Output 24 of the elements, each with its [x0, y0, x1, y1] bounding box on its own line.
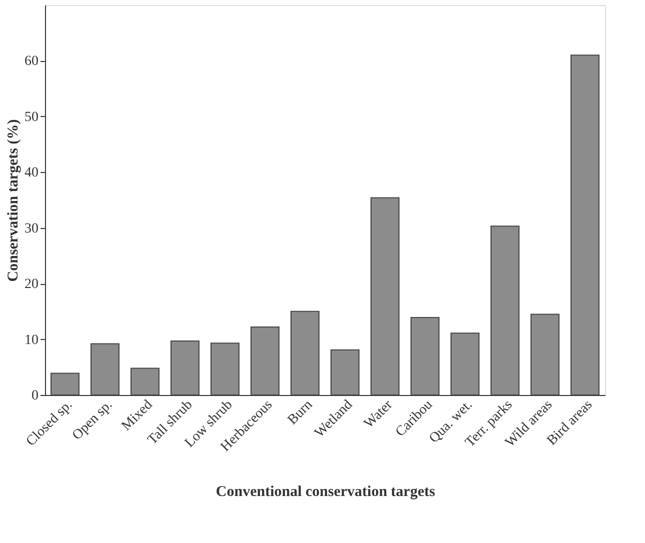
y-tick-label: 40 [24, 166, 38, 181]
bar [450, 332, 480, 396]
bar [530, 314, 560, 396]
bar [250, 326, 280, 396]
y-tick-label: 50 [24, 110, 38, 125]
bar [130, 368, 160, 396]
y-tick-label: 0 [32, 388, 38, 404]
x-axis-title: Conventional conservation targets [216, 484, 436, 500]
bar [370, 197, 400, 396]
bar [90, 343, 120, 396]
bar [50, 372, 80, 396]
y-tick-label: 10 [24, 332, 38, 348]
bar [410, 317, 440, 396]
y-tick-label: 60 [24, 54, 38, 70]
x-tick-label: Burn [285, 398, 316, 428]
y-axis-title: Conservation targets (%) [6, 119, 22, 282]
bar [290, 310, 320, 396]
bar [490, 226, 520, 396]
y-tick-label: 20 [24, 277, 38, 292]
y-tick-label: 30 [24, 221, 38, 236]
bar [210, 342, 240, 396]
bar [330, 349, 360, 396]
bar [570, 54, 600, 396]
bar [170, 340, 200, 396]
